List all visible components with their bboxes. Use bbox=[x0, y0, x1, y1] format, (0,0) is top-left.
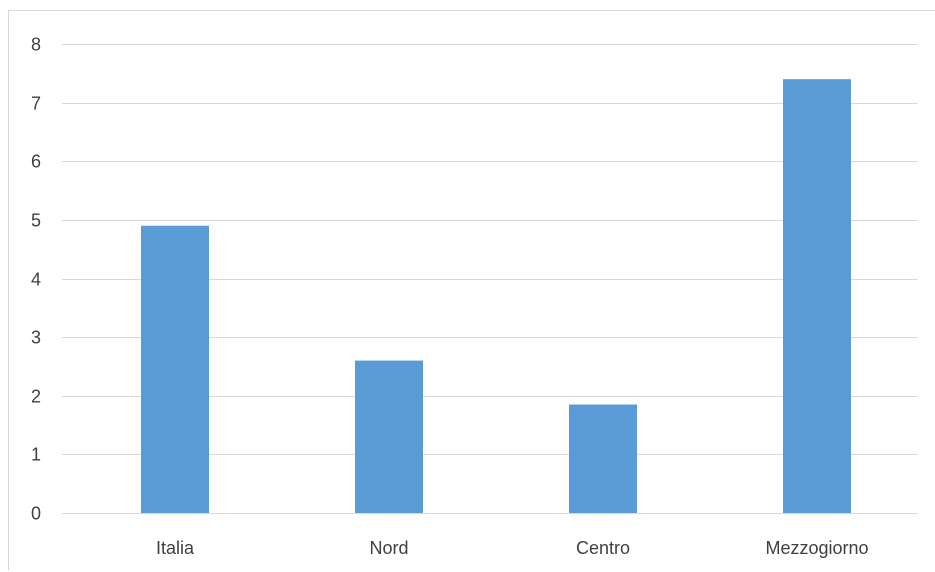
y-tick-label: 2 bbox=[31, 387, 41, 407]
bar-nord bbox=[355, 360, 423, 513]
x-category-label: Italia bbox=[156, 538, 195, 558]
y-tick-label: 3 bbox=[31, 328, 41, 348]
x-axis-category-labels: Italia Nord Centro Mezzogiorno bbox=[156, 538, 869, 558]
y-tick-label: 5 bbox=[31, 211, 41, 231]
bar-italia bbox=[141, 225, 209, 514]
x-category-label: Nord bbox=[369, 538, 408, 558]
bars bbox=[141, 79, 851, 514]
y-tick-label: 0 bbox=[31, 504, 41, 524]
y-tick-label: 1 bbox=[31, 445, 41, 465]
y-tick-label: 4 bbox=[31, 270, 41, 290]
bar-centro bbox=[569, 404, 637, 513]
bar-mezzogiorno bbox=[783, 79, 851, 514]
x-category-label: Mezzogiorno bbox=[765, 538, 868, 558]
x-category-label: Centro bbox=[576, 538, 630, 558]
chart-frame: 0 1 2 3 4 5 6 7 8 Italia Nord Centro Mezzogiorno bbox=[8, 10, 935, 571]
y-tick-label: 7 bbox=[31, 94, 41, 114]
y-axis-tick-labels: 0 1 2 3 4 5 6 7 8 bbox=[31, 35, 41, 524]
y-tick-label: 8 bbox=[31, 35, 41, 55]
y-tick-label: 6 bbox=[31, 152, 41, 172]
bar-chart: 0 1 2 3 4 5 6 7 8 Italia Nord Centro Mezzogiorno bbox=[31, 35, 918, 558]
